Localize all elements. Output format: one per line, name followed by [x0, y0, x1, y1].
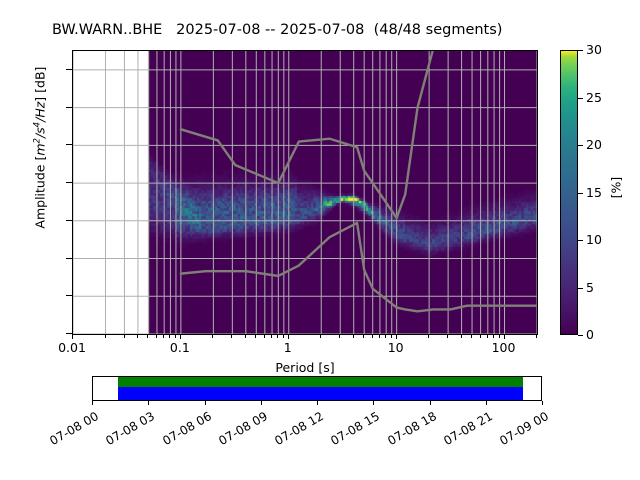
y-tick-mark — [66, 219, 72, 221]
timeline-tick-label: 07-08 09 — [216, 409, 270, 449]
colorbar-tick-mark — [578, 145, 583, 146]
x-tick-mark-minor — [212, 335, 214, 338]
timeline-tick-mark — [429, 401, 431, 405]
x-tick-mark-minor — [339, 335, 341, 338]
x-tick-mark-minor — [390, 335, 392, 338]
colorbar-label: [%] — [608, 176, 624, 199]
x-tick-mark-minor — [486, 335, 488, 338]
colorbar-tick-mark — [578, 335, 583, 336]
timeline-tick-label: 07-08 00 — [47, 409, 101, 449]
x-tick-label: 1 — [283, 340, 292, 355]
x-tick-mark-major — [287, 335, 289, 339]
x-tick-label: 10 — [387, 340, 404, 355]
x-tick-mark-minor — [231, 335, 233, 338]
x-axis-label: Period [s] — [275, 360, 335, 375]
x-tick-mark-minor — [428, 335, 430, 338]
x-tick-mark-minor — [137, 335, 138, 338]
coverage-bar-data — [118, 377, 523, 387]
y-tick-mark — [66, 68, 72, 70]
colorbar-tick-mark — [578, 50, 583, 51]
x-tick-mark-minor — [363, 335, 365, 338]
x-tick-mark-major — [395, 335, 397, 339]
timeline-tick-mark — [317, 401, 318, 405]
x-tick-mark-minor — [536, 335, 537, 338]
x-tick-mark-minor — [123, 335, 125, 338]
x-tick-mark-major — [72, 335, 73, 339]
x-tick-mark-minor — [378, 335, 380, 338]
x-tick-mark-major — [503, 335, 505, 339]
y-tick-mark — [66, 333, 72, 334]
data-coverage-timeline[interactable] — [92, 376, 542, 401]
x-tick-mark-minor — [244, 335, 246, 338]
timeline-tick-label: 07-08 21 — [441, 409, 495, 449]
x-tick-mark-minor — [174, 335, 176, 338]
colorbar-tick-label: 20 — [586, 137, 602, 152]
x-tick-mark-minor — [460, 335, 462, 338]
x-tick-mark-minor — [471, 335, 472, 338]
timeline-tick-mark — [148, 401, 150, 405]
timeline-tick-mark — [485, 401, 487, 405]
colorbar-tick-label: 15 — [586, 184, 602, 200]
x-tick-mark-minor — [371, 335, 373, 338]
ppsd-density-heatmap — [73, 51, 537, 334]
ppsd-plot-area[interactable] — [72, 50, 538, 335]
x-tick-mark-minor — [104, 335, 106, 338]
colorbar-tick-label: 30 — [586, 42, 602, 57]
x-tick-mark-minor — [479, 335, 481, 338]
timeline-tick-label: 07-08 15 — [328, 409, 383, 449]
colorbar-tick-label: 5 — [586, 279, 594, 295]
timeline-tick-mark — [373, 401, 375, 405]
colorbar-tick-mark — [578, 240, 583, 241]
y-tick-mark — [66, 257, 72, 259]
timeline-tick-label: 07-09 00 — [497, 409, 551, 449]
x-tick-mark-minor — [163, 335, 165, 338]
x-tick-mark-minor — [493, 335, 495, 338]
x-tick-mark-minor — [169, 335, 171, 338]
y-tick-mark — [66, 144, 72, 146]
colorbar-tick-label: 25 — [586, 89, 602, 105]
x-tick-mark-minor — [498, 335, 500, 338]
colorbar-tick-label: 10 — [586, 232, 602, 247]
x-tick-mark-minor — [352, 335, 354, 338]
y-tick-mark — [66, 295, 72, 297]
colorbar[interactable] — [560, 50, 578, 335]
x-tick-mark-minor — [385, 335, 387, 338]
y-tick-mark — [66, 106, 72, 108]
timeline-tick-label: 07-08 03 — [103, 409, 158, 449]
x-tick-mark-minor — [271, 335, 273, 338]
colorbar-tick-mark — [578, 192, 583, 194]
x-tick-label: 0.01 — [58, 340, 86, 355]
x-tick-label: 100 — [491, 340, 516, 355]
colorbar-tick-mark — [578, 97, 583, 99]
y-axis-label: Amplitude [m2/s4/Hz] [dB] — [32, 66, 48, 229]
x-tick-mark-minor — [277, 335, 279, 338]
timeline-tick-mark — [260, 401, 262, 405]
x-tick-mark-minor — [147, 335, 149, 338]
x-tick-mark-minor — [447, 335, 449, 338]
colorbar-tick-mark — [578, 287, 583, 289]
x-tick-mark-minor — [263, 335, 265, 338]
x-tick-mark-major — [179, 335, 181, 339]
timeline-tick-label: 07-08 18 — [384, 409, 439, 449]
x-tick-mark-minor — [282, 335, 284, 338]
timeline-tick-label: 07-08 12 — [272, 409, 326, 449]
timeline-tick-mark — [204, 401, 206, 405]
x-tick-mark-minor — [255, 335, 257, 338]
x-tick-mark-minor — [155, 335, 157, 338]
timeline-tick-mark — [542, 401, 543, 405]
page-title: BW.WARN..BHE 2025-07-08 -- 2025-07-08 (4… — [52, 22, 503, 38]
coverage-bar-psd — [118, 387, 523, 400]
colorbar-tick-label: 0 — [586, 327, 594, 342]
y-tick-mark — [66, 182, 72, 184]
timeline-tick-mark — [92, 401, 93, 405]
x-tick-mark-minor — [320, 335, 322, 338]
timeline-tick-label: 07-08 06 — [159, 409, 214, 449]
x-tick-label: 0.1 — [169, 340, 190, 355]
